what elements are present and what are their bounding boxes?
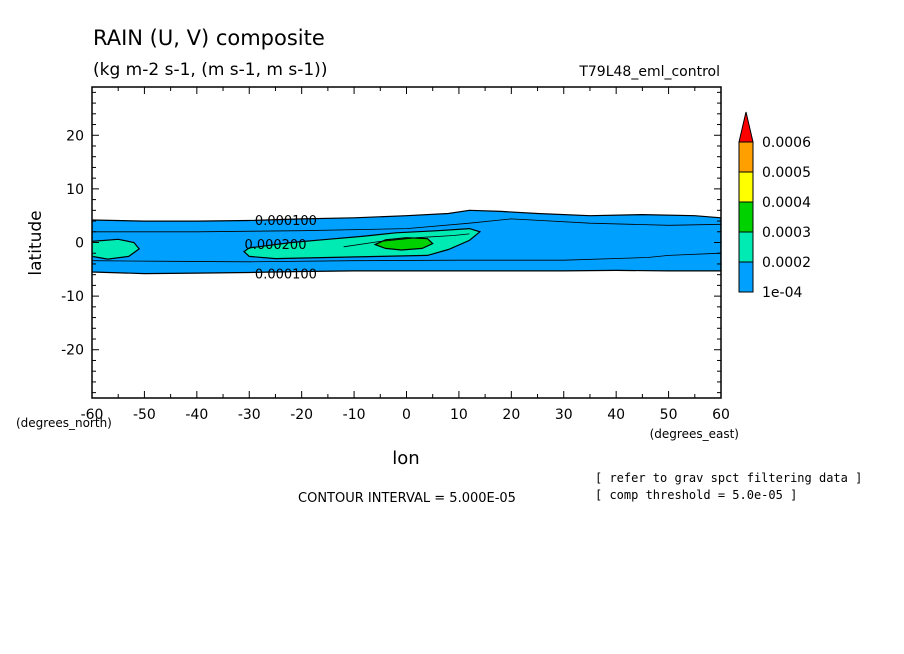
x-axis-unit: (degrees_east) xyxy=(650,427,739,441)
contour-region-1 xyxy=(92,238,141,260)
colorbar-label-0: 1e-04 xyxy=(762,285,802,301)
x-tick-label: 0 xyxy=(402,407,411,423)
contour-label-2: 0.000100 xyxy=(255,268,317,283)
colorbar-label-3: 0.0004 xyxy=(762,195,811,211)
x-tick-label: 10 xyxy=(450,407,468,423)
x-tick-label: 20 xyxy=(502,407,520,423)
colorbar-label-1: 0.0002 xyxy=(762,255,811,271)
colorbar-label-4: 0.0005 xyxy=(762,165,811,181)
y-tick-label: 10 xyxy=(66,182,84,198)
x-tick-label: 60 xyxy=(712,407,730,423)
contour-line-0 xyxy=(92,218,721,233)
contour-label-1: 0.000200 xyxy=(244,238,306,253)
colorbar-extend-triangle xyxy=(738,111,754,143)
x-tick-label: 50 xyxy=(660,407,678,423)
y-tick-label: -20 xyxy=(61,343,84,359)
note-threshold: [ comp threshold = 5.0e-05 ] xyxy=(595,488,797,502)
plot-area: 0.000100 0.000200 0.000100 -60 -50 -40 -30 -20… xyxy=(61,86,730,423)
contour-line-2 xyxy=(343,233,470,248)
contour-labels: 0.000100 0.000200 0.000100 xyxy=(244,214,317,283)
contour-interval: CONTOUR INTERVAL = 5.000E-05 xyxy=(298,491,516,506)
colorbar-swatch-3 xyxy=(738,171,754,203)
colorbar-swatch-2 xyxy=(738,201,754,233)
colorbar-label-5: 0.0006 xyxy=(762,135,811,151)
contour-label-0: 0.000100 xyxy=(255,214,317,229)
contour-line-1 xyxy=(92,252,721,263)
colorbar-swatch-4 xyxy=(738,141,754,173)
axis-ticks: -60 -50 -40 -30 -20 -10 0 10 20 30 40 50 60 -20 -10 0 10… xyxy=(61,87,730,423)
run-label: T79L48_eml_control xyxy=(578,64,720,80)
colorbar-label-2: 0.0003 xyxy=(762,225,811,241)
contour-region-2 xyxy=(243,227,482,260)
y-axis-unit: (degrees_north) xyxy=(16,416,112,430)
x-tick-label: 30 xyxy=(555,407,573,423)
chart-subtitle: (kg m-2 s-1, (m s-1, m s-1)) xyxy=(93,60,327,80)
x-tick-label: 40 xyxy=(607,407,625,423)
x-tick-label: -30 xyxy=(238,407,261,423)
x-tick-label: -50 xyxy=(133,407,156,423)
note-filtering: [ refer to grav spct filtering data ] xyxy=(595,471,862,485)
y-tick-label: -10 xyxy=(61,289,84,305)
colorbar: 1e-04 0.0002 0.0003 0.0004 0.0005 0.0006 xyxy=(738,111,811,301)
x-tick-label: -40 xyxy=(185,407,208,423)
y-tick-label: 0 xyxy=(75,236,84,252)
x-tick-label: -20 xyxy=(290,407,313,423)
x-axis-title: lon xyxy=(392,448,419,469)
y-tick-label: 20 xyxy=(66,128,84,144)
colorbar-swatch-1 xyxy=(738,231,754,263)
x-tick-label: -60 xyxy=(81,407,104,423)
y-axis-title: latitude xyxy=(26,210,46,275)
chart-title: RAIN (U, V) composite xyxy=(93,26,325,50)
x-tick-label: -10 xyxy=(343,407,366,423)
filled-contours xyxy=(92,209,721,275)
colorbar-swatch-0 xyxy=(738,261,754,293)
